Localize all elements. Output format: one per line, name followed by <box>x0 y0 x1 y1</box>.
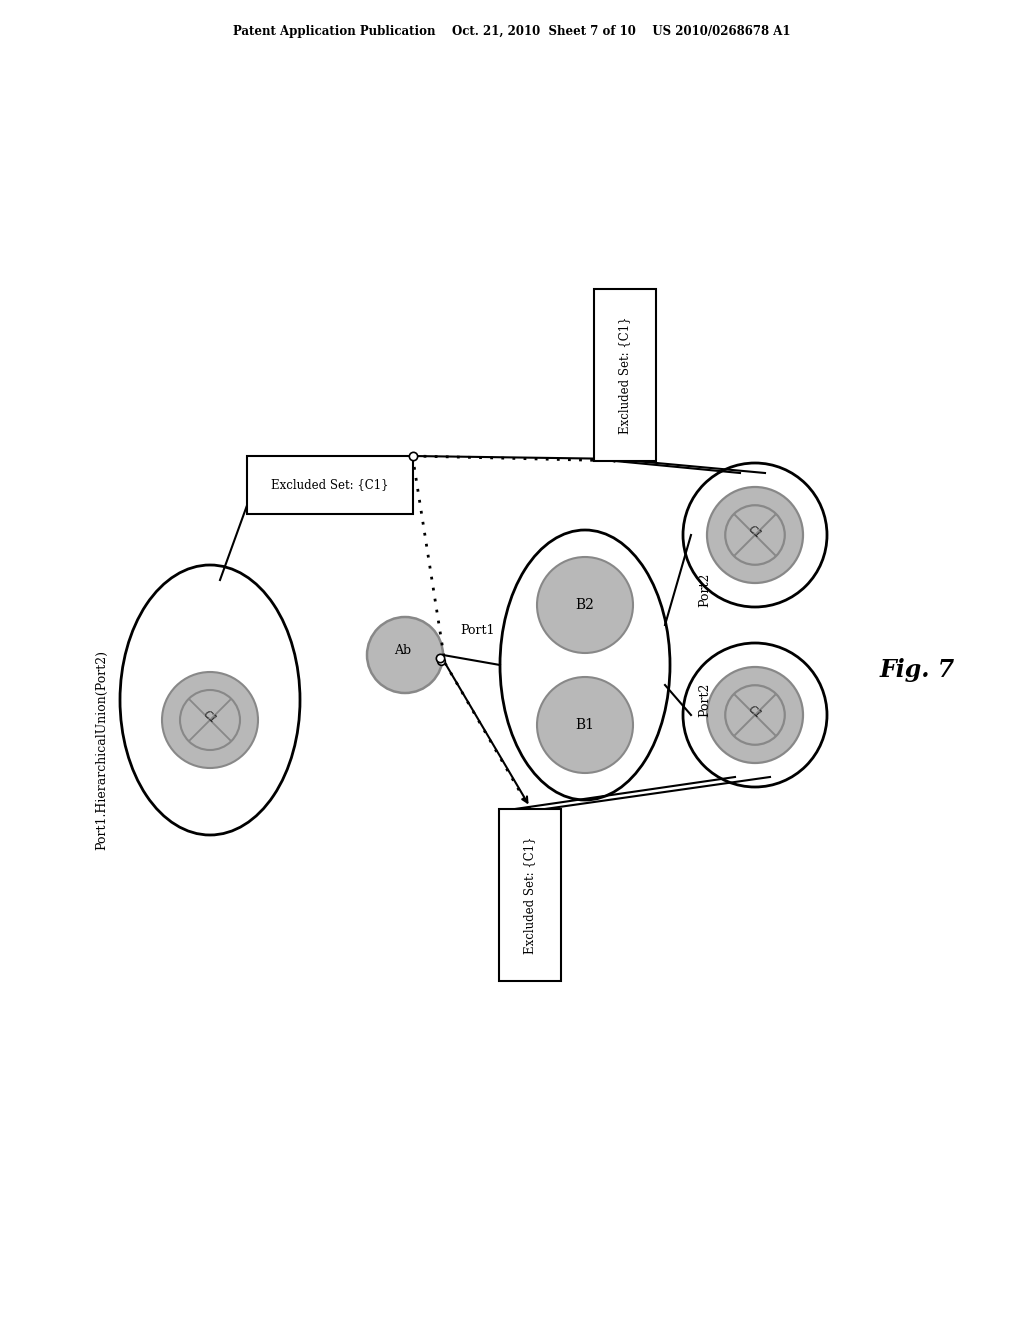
Circle shape <box>725 685 784 744</box>
Text: Ab: Ab <box>394 644 412 657</box>
Text: Excluded Set: {C1}: Excluded Set: {C1} <box>271 479 389 491</box>
Text: Port2: Port2 <box>698 573 712 607</box>
FancyBboxPatch shape <box>499 809 561 981</box>
Text: Excluded Set: {C1}: Excluded Set: {C1} <box>523 837 537 954</box>
Text: Port1: Port1 <box>461 623 496 636</box>
Text: B2: B2 <box>575 598 595 612</box>
Text: C1: C1 <box>746 524 764 540</box>
Text: Port1.HierarchicalUnion(Port2): Port1.HierarchicalUnion(Port2) <box>95 649 109 850</box>
Text: Fig. 7: Fig. 7 <box>880 657 955 682</box>
Circle shape <box>725 506 784 565</box>
Text: Excluded Set: {C1}: Excluded Set: {C1} <box>618 317 632 434</box>
Circle shape <box>367 616 443 693</box>
Circle shape <box>537 677 633 774</box>
Circle shape <box>537 557 633 653</box>
Text: Port2: Port2 <box>698 682 712 717</box>
Circle shape <box>162 672 258 768</box>
Circle shape <box>683 643 827 787</box>
Text: C1: C1 <box>746 704 764 721</box>
FancyBboxPatch shape <box>594 289 656 461</box>
Text: C1: C1 <box>202 709 218 725</box>
Circle shape <box>683 463 827 607</box>
Ellipse shape <box>120 565 300 836</box>
Text: B1: B1 <box>575 718 595 733</box>
Circle shape <box>707 667 803 763</box>
Circle shape <box>707 487 803 583</box>
FancyBboxPatch shape <box>248 455 413 513</box>
Text: Patent Application Publication    Oct. 21, 2010  Sheet 7 of 10    US 2010/026867: Patent Application Publication Oct. 21, … <box>233 25 791 38</box>
Circle shape <box>180 690 240 750</box>
Ellipse shape <box>500 531 670 800</box>
